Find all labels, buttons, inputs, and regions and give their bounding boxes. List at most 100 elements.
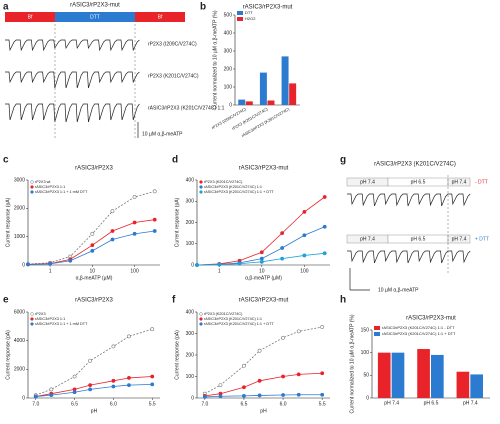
legend-marker [30,180,34,184]
series-line [35,383,153,397]
data-point [217,262,222,267]
data-point [320,325,325,329]
bar [289,83,297,105]
data-point [218,383,223,388]
y-tick-label: 200 [224,66,233,72]
series-line [204,372,323,397]
data-point [322,251,327,256]
legend-label: rP2X3 [35,312,46,316]
trace-label: rASIC3/rP2X3 (K201C/V274C) 1:1 [148,105,225,111]
panel-label: f [172,295,176,306]
legend-label: rASIC3/rP2X3 (K201C/V274C) 1:1 + DTT [382,331,456,336]
y-tick-label: 400 [224,30,233,36]
legend-label: rASIC3/rP2X3 (K201C/V274C) 1:1 [204,185,262,189]
bar [245,101,253,105]
legend-marker [199,312,203,316]
legend-swatch [237,11,243,15]
y-axis-label: Current response (pA) [5,197,11,247]
legend-label: rASIC3/rP2X3 (K201C/V274C) 1:1 [204,317,262,321]
condition-box [447,177,471,187]
trace [5,71,140,89]
panel-title: rASIC3/rP2X3 (K201C/V274C) [374,162,456,168]
data-point [280,256,285,261]
legend-marker [30,317,34,321]
panel-label: b [200,2,206,13]
x-tick-label: 5.5 [319,401,326,407]
chart-title: rASIC3/rP2X3-mut [239,298,289,304]
trace [347,250,471,264]
bar [377,352,391,398]
legend-label: rASIC3/rP2X3 (K201C/V274C) 1:1 - DTT [382,325,455,330]
x-tick-label: 1 [49,268,52,274]
bar [267,100,275,105]
y-tick-label: 400 [186,177,195,183]
x-axis-label: pH [260,408,267,414]
data-point [320,371,325,376]
y-axis-label: Current response (pA) [174,330,180,380]
bar [417,349,430,398]
y-tick-label: 150 [361,327,370,333]
legend-marker [30,312,34,316]
data-point [90,248,95,253]
legend-swatch [237,17,243,21]
data-point [296,392,301,397]
data-point [257,348,262,353]
y-tick-label: 1000 [14,234,25,240]
trace-label: rP2X3 (I209C/V274C) [148,41,197,47]
bar [470,374,483,398]
bar [259,72,267,105]
data-point [33,394,38,399]
data-point [281,374,285,379]
data-point [152,229,157,233]
y-tick-label: 0 [22,395,25,401]
legend-label: rASIC3/rP2X3 (K201C/V274C) 1:1 + DTT [204,190,274,194]
data-point [152,217,157,222]
dtt-bar [55,12,135,22]
data-point [132,220,137,225]
y-tick-label: 100 [224,84,233,90]
data-point [281,393,285,397]
trace [5,39,140,52]
panel-label: d [172,155,178,166]
y-axis-label: Current response (pA) [174,197,180,247]
scale-label: 10 µM α,β-meATP [378,287,419,293]
row-label: + DTT [475,236,489,242]
chart-title: rASIC3/rP2X3-mut [243,5,293,11]
x-tick-label: 10 [259,268,265,274]
data-point [257,393,262,398]
y-axis-label: Current response (pA) [5,330,11,380]
y-tick-label: 500 [224,12,233,18]
bar-label: Bf [28,14,33,20]
data-point [48,261,52,266]
bar [238,99,246,105]
data-point [127,376,131,380]
legend-marker [30,190,34,194]
panel-label: g [340,155,346,166]
data-point [259,259,264,264]
legend-label: rASIC3/rP2X3 1:1 [35,317,65,321]
y-axis-label: Current normalized to 10 µM α,β-meATP (%… [212,10,218,109]
data-point [259,256,264,261]
condition-label: pH 7.4 [360,236,375,242]
data-point [202,395,207,399]
data-point [296,372,301,377]
data-point [111,384,116,389]
x-axis-label: α,β-meATP (µM) [245,275,282,281]
data-point [72,374,77,379]
traces [5,24,471,291]
series-line [204,326,323,395]
condition-label: pH 6.5 [411,236,426,242]
x-tick-label: 6.5 [240,401,247,407]
data-point [90,231,95,236]
series-line [35,376,153,397]
legend-marker [199,180,203,184]
y-tick-label: 300 [186,331,195,337]
chart-title: rASIC3/rP2X3-mut [239,166,289,172]
trace-label: rP2X3 (K201C/V274C) [148,73,199,79]
y-tick-label: 100 [186,374,195,380]
legend-swatch [374,326,380,330]
y-tick-label: 100 [186,241,195,247]
data-point [302,253,307,258]
legend-label: rASIC3/rP2X3 1:1 + 1 mM DTT [35,190,88,194]
